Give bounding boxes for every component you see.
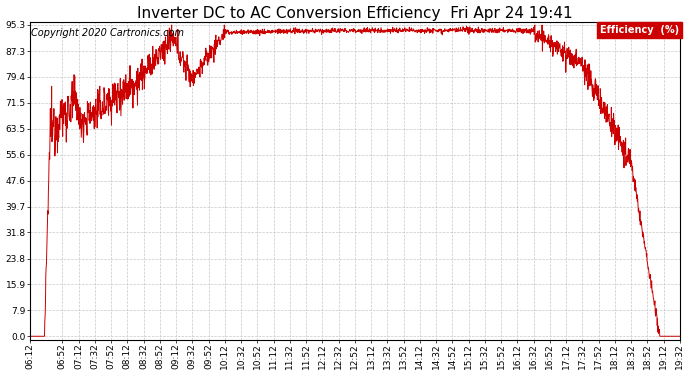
Text: Efficiency  (%): Efficiency (%) xyxy=(600,25,679,35)
Title: Inverter DC to AC Conversion Efficiency  Fri Apr 24 19:41: Inverter DC to AC Conversion Efficiency … xyxy=(137,6,573,21)
Text: Copyright 2020 Cartronics.com: Copyright 2020 Cartronics.com xyxy=(31,28,184,38)
